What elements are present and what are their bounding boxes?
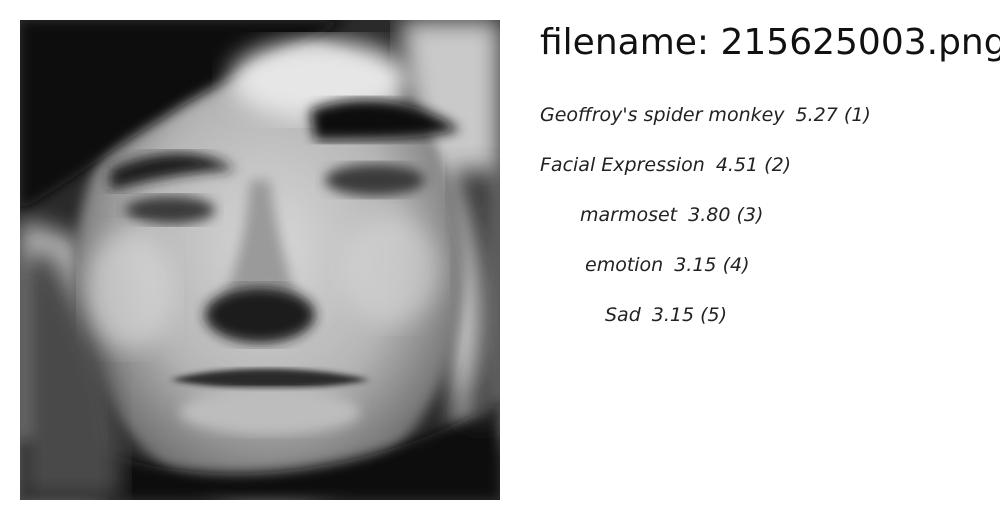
- prediction-label: Geoffroy's spider monkey: [540, 104, 785, 126]
- prediction-label: Sad: [605, 304, 641, 326]
- prediction-rank: (1): [843, 104, 871, 126]
- prediction-score: 3.80: [688, 204, 731, 226]
- prediction-rank: (3): [736, 204, 764, 226]
- face-photo: [20, 20, 500, 500]
- prediction-label: Facial Expression: [540, 154, 705, 176]
- prediction-2: Facial Expression 4.51 (2): [540, 154, 791, 176]
- prediction-3: marmoset 3.80 (3): [580, 204, 763, 226]
- prediction-score: 4.51: [715, 154, 759, 176]
- prediction-1: Geoffroy's spider monkey 5.27 (1): [540, 104, 871, 126]
- face-photo-drawing: [20, 20, 500, 500]
- prediction-rank: (5): [700, 304, 728, 326]
- prediction-5: Sad 3.15 (5): [605, 304, 727, 326]
- prediction-rank: (2): [764, 154, 792, 176]
- prediction-label: marmoset: [580, 204, 678, 226]
- prediction-score: 3.15: [674, 254, 717, 276]
- prediction-score: 3.15: [651, 304, 695, 326]
- prediction-rank: (4): [722, 254, 750, 276]
- prediction-4: emotion 3.15 (4): [585, 254, 750, 276]
- prediction-label: emotion: [585, 254, 664, 276]
- prediction-score: 5.27: [795, 104, 838, 126]
- filename-title: filename: 215625003.png: [540, 22, 1000, 63]
